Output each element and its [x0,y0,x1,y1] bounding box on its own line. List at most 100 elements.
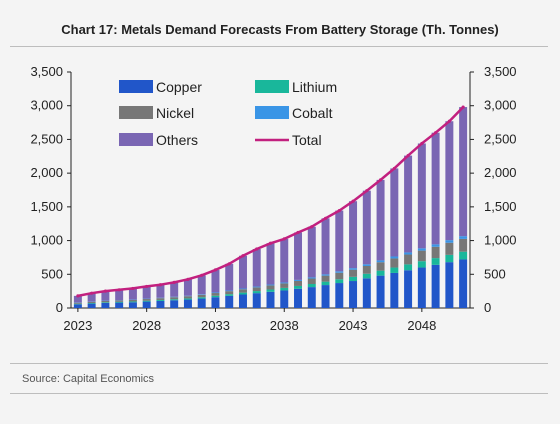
bar-segment-copper [390,272,399,308]
total-point [200,273,204,277]
bar-segment-cobalt [417,248,426,251]
x-tick-label: 2023 [63,318,92,333]
bar-segment-nickel [197,294,206,298]
total-point [268,241,273,245]
legend-swatch-lithium [255,80,289,93]
bar-segment-nickel [101,300,110,303]
bar-segment-nickel [445,242,454,255]
bar-segment-copper [266,291,275,308]
bar-segment-lithium [459,251,468,260]
total-point [186,277,190,281]
legend: Copper Lithium Nickel Cobalt Others Tota… [119,79,337,148]
source-note: Source: Capital Economics [22,373,155,385]
bar-segment-cobalt [459,236,468,239]
y-tick-label-right: 500 [484,266,506,281]
bar-segment-nickel [170,297,179,300]
bar-segment-copper [115,302,124,308]
total-point [323,216,328,220]
bar-segment-lithium [225,294,234,296]
bar-segment-lithium [156,299,165,301]
bar-segment-lithium [183,298,192,300]
x-axis: 2023 2028 2033 2038 2043 2048 [63,307,470,333]
bar-segment-lithium [211,295,220,298]
bar-segment-nickel [238,289,247,293]
total-point [351,199,355,203]
bar-segment-cobalt [307,277,316,279]
bar-segment-cobalt [362,264,371,266]
bar-segment-others [431,132,440,245]
bar-segment-cobalt [404,252,413,255]
bar-segment-cobalt [294,279,303,281]
total-point [406,154,410,158]
bar-segment-lithium [335,279,344,284]
bar-segment-others [404,155,413,253]
y-tick-label-left: 0 [56,300,63,315]
bar-segment-copper [156,300,165,308]
bar-segment-copper [87,303,96,308]
bar-segment-lithium [266,289,275,292]
bar-segment-copper [211,297,220,308]
bar-segment-others [156,284,165,298]
bar-segment-copper [362,278,371,308]
bar-segment-cobalt [321,274,330,276]
legend-swatch-copper [119,80,153,93]
bar-segment-cobalt [349,268,358,270]
total-point [296,230,300,235]
bar-segment-nickel [266,285,275,290]
y-tick-label-right: 1,000 [484,233,517,248]
bar-segment-nickel [376,262,385,271]
legend-label-nickel: Nickel [156,105,194,121]
bar-segment-lithium [431,258,440,265]
total-point [365,189,369,193]
bar-segment-copper [404,270,413,308]
bar-segment-others [225,263,234,291]
y-axis-right: 0 500 1,000 1,500 2,000 2,500 3,000 3,500 [469,64,517,315]
bar-segment-others [128,288,137,300]
y-tick-label-left: 1,500 [30,199,63,214]
total-point [172,280,176,284]
bar-segment-copper [321,285,330,308]
bar-segment-lithium [294,285,303,289]
bar-segment-lithium [362,273,371,279]
x-tick-label: 2038 [270,318,299,333]
bar-segment-others [307,226,316,278]
bar-segment-others [183,279,192,296]
bar-segment-cobalt [280,282,289,284]
total-point [241,254,245,258]
bar-segment-others [390,168,399,257]
legend-label-cobalt: Cobalt [292,105,333,121]
bar-segment-cobalt [211,292,220,294]
bar-segment-nickel [362,265,371,274]
bar-segment-cobalt [238,288,247,290]
bar-stack-group [73,107,468,308]
bar-segment-copper [225,295,234,308]
bar-segment-copper [349,281,358,308]
x-tick-label: 2043 [339,318,368,333]
bar-segment-nickel [390,258,399,268]
bar-segment-copper [101,302,110,308]
bar-segment-others [87,293,96,302]
bar-segment-copper [280,290,289,308]
total-point [310,225,314,229]
bar-segment-nickel [321,275,330,282]
total-point [420,141,424,146]
y-tick-label-right: 3,000 [484,98,517,113]
bar-segment-nickel [115,300,124,302]
total-point [131,286,135,291]
bar-segment-copper [417,267,426,308]
bar-segment-others [362,190,371,265]
bar-segment-lithium [170,299,179,301]
bar-segment-cobalt [266,284,275,286]
bar-segment-copper [197,298,206,308]
total-point [158,283,163,287]
y-tick-label-right: 0 [484,300,491,315]
total-point [378,178,383,182]
total-point [461,105,465,109]
y-tick-label-right: 1,500 [484,199,517,214]
bar-segment-nickel [280,283,289,288]
bar-segment-others [101,291,110,301]
total-point [282,237,286,241]
bar-segment-lithium [142,300,151,302]
bar-segment-lithium [115,301,124,303]
